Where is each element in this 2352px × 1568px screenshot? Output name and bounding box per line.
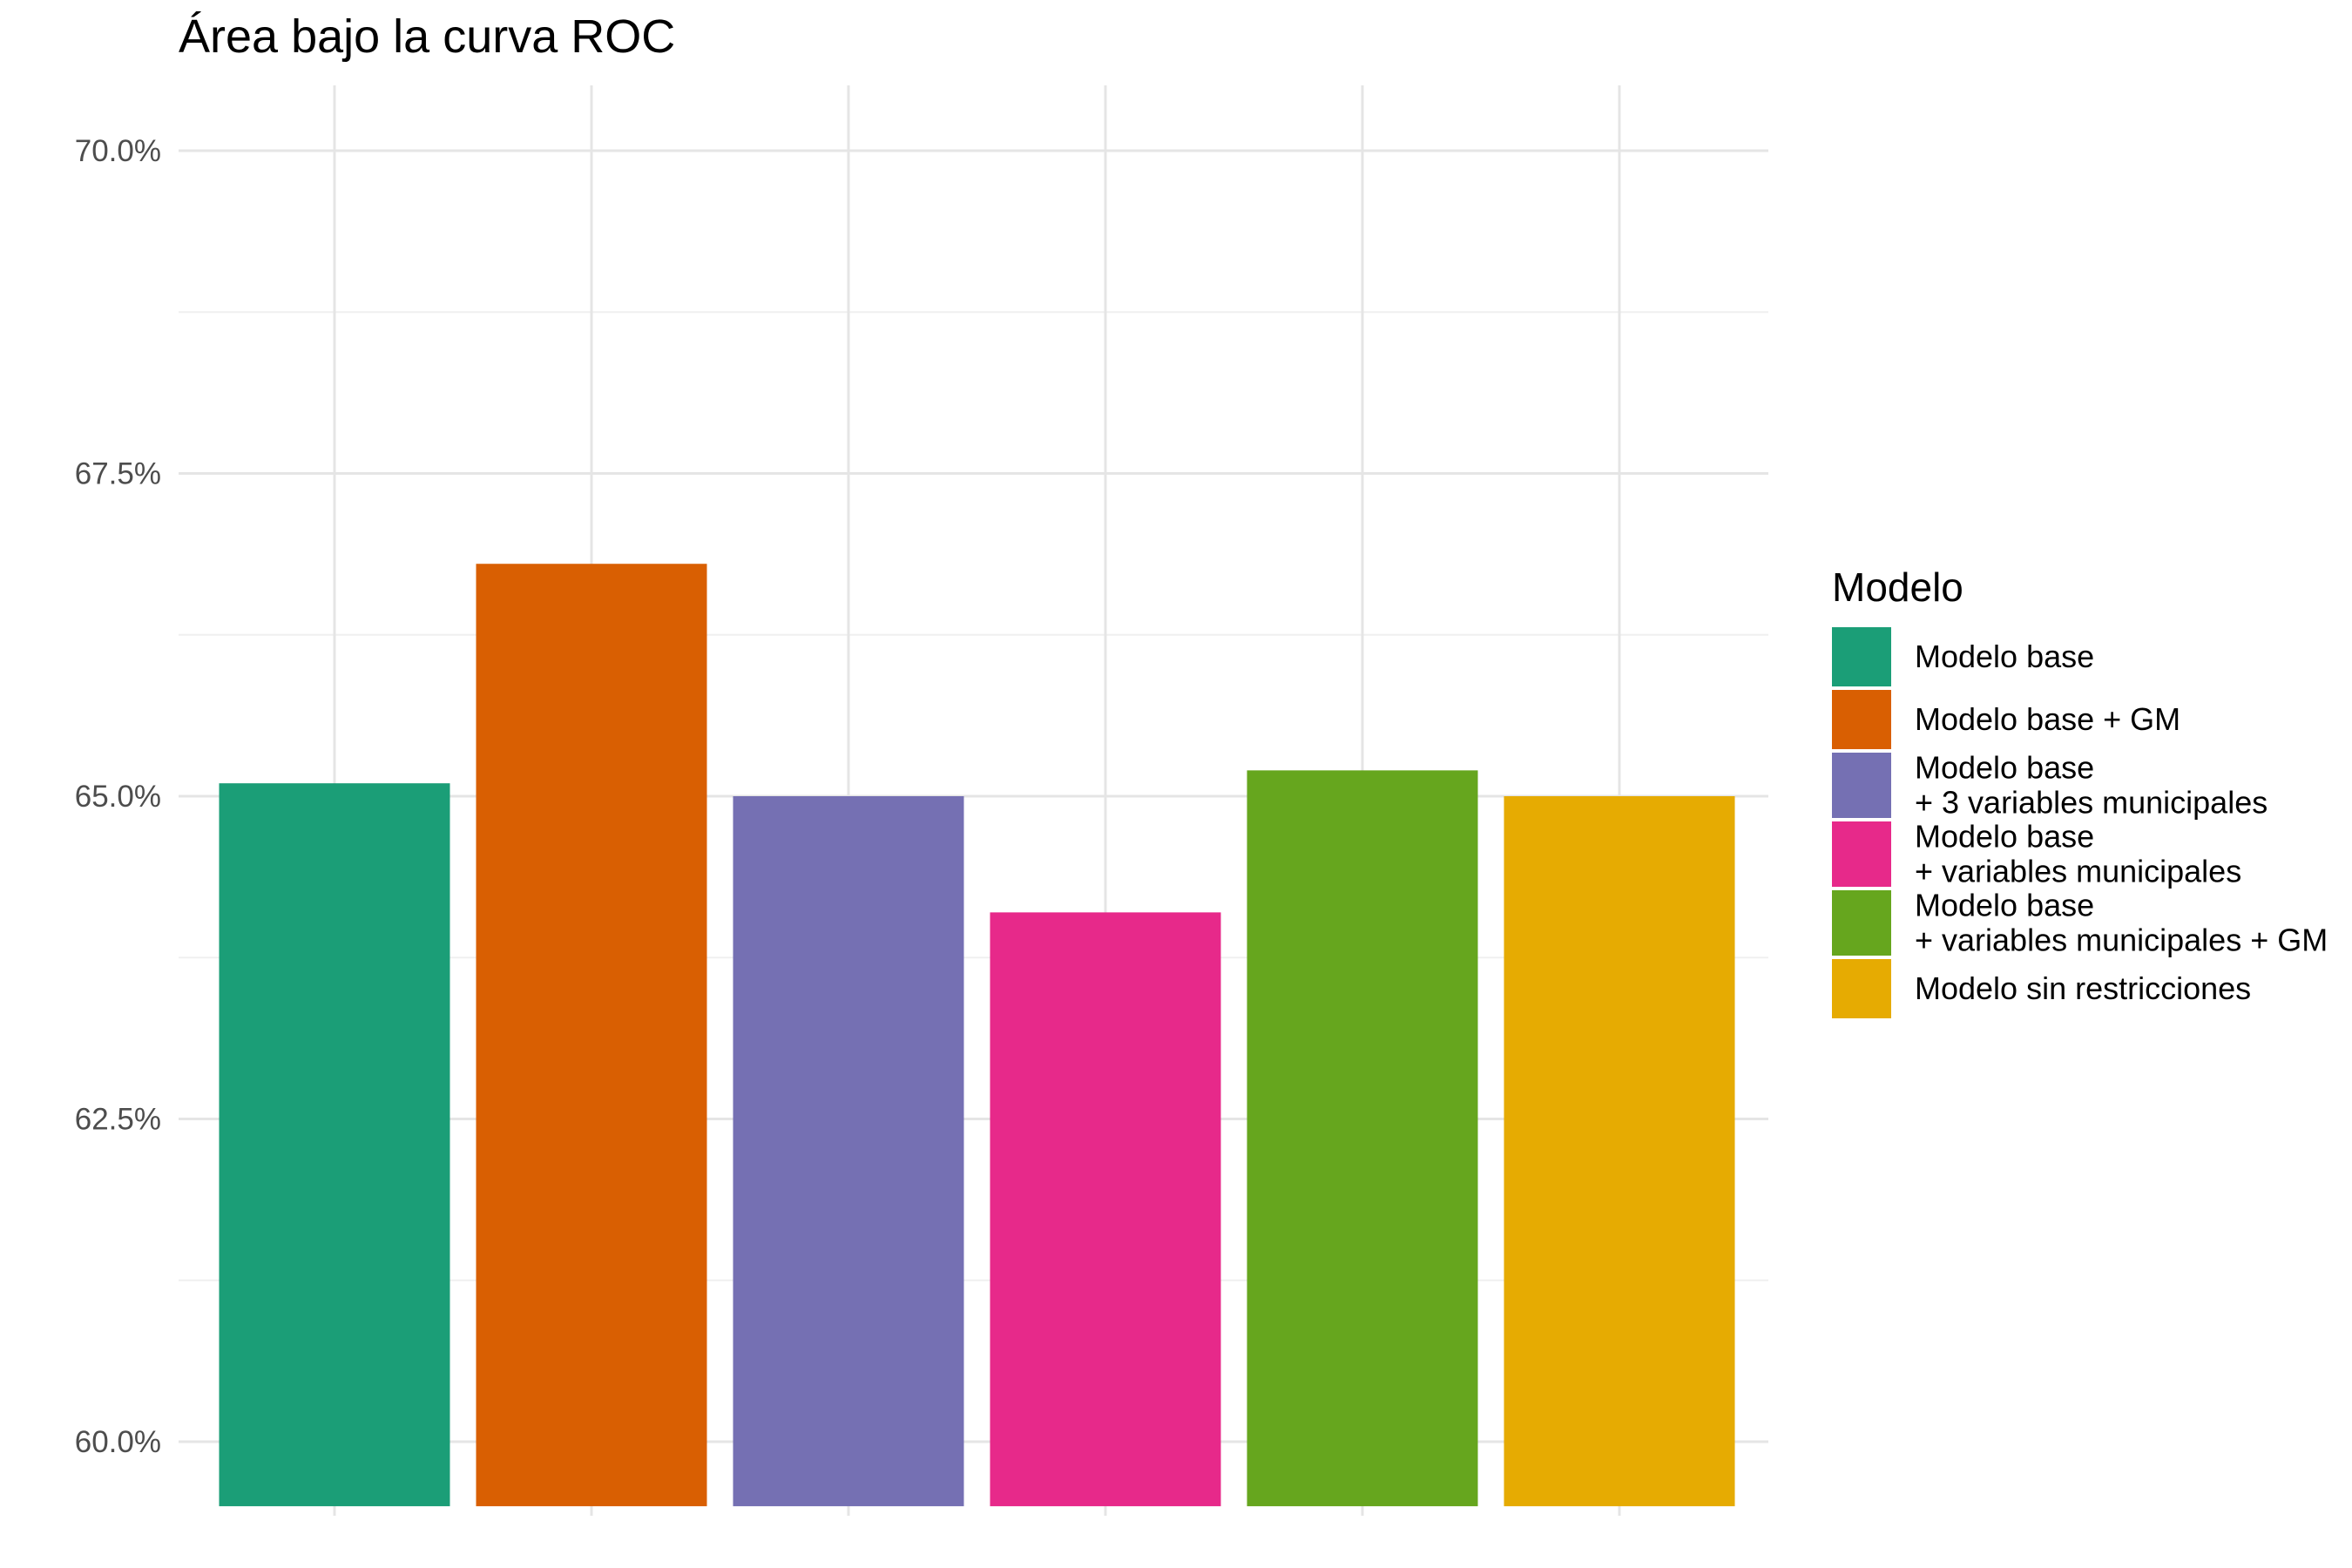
legend-key-3	[1832, 753, 1891, 818]
y-tick-label: 62.5%	[75, 1103, 161, 1137]
bars	[219, 564, 1735, 1507]
legend-label: Modelo base	[1915, 819, 2094, 855]
bar-1	[219, 783, 450, 1507]
legend-key-2	[1832, 690, 1891, 749]
bar-4	[990, 912, 1221, 1507]
bar-5	[1247, 770, 1478, 1507]
legend-label: Modelo base	[1915, 639, 2094, 674]
legend-key-6	[1832, 959, 1891, 1018]
legend-title: Modelo	[1832, 564, 1963, 610]
y-tick-label: 67.5%	[75, 457, 161, 491]
legend-key-5	[1832, 890, 1891, 956]
y-tick-label: 65.0%	[75, 780, 161, 814]
bar-2	[476, 564, 707, 1507]
legend-label: Modelo base	[1915, 750, 2094, 786]
legend: Modelo Modelo base Modelo base + GM Modelo…	[1832, 564, 2328, 1018]
legend-label: Modelo sin restricciones	[1915, 970, 2251, 1006]
chart-title: Área bajo la curva ROC	[179, 10, 675, 63]
legend-key-1	[1832, 627, 1891, 686]
y-tick-label: 70.0%	[75, 134, 161, 168]
legend-label: Modelo base	[1915, 888, 2094, 923]
bar-6	[1504, 796, 1735, 1507]
legend-label: + 3 variables municipales	[1915, 785, 2268, 821]
y-tick-label: 60.0%	[75, 1425, 161, 1459]
legend-key-4	[1832, 821, 1891, 887]
legend-label: + variables municipales + GM	[1915, 923, 2328, 958]
y-axis-ticks: 60.0% 62.5% 65.0% 67.5% 70.0%	[75, 134, 161, 1459]
bar-3	[733, 796, 964, 1507]
legend-label: Modelo base + GM	[1915, 701, 2180, 737]
legend-label: + variables municipales	[1915, 854, 2241, 889]
